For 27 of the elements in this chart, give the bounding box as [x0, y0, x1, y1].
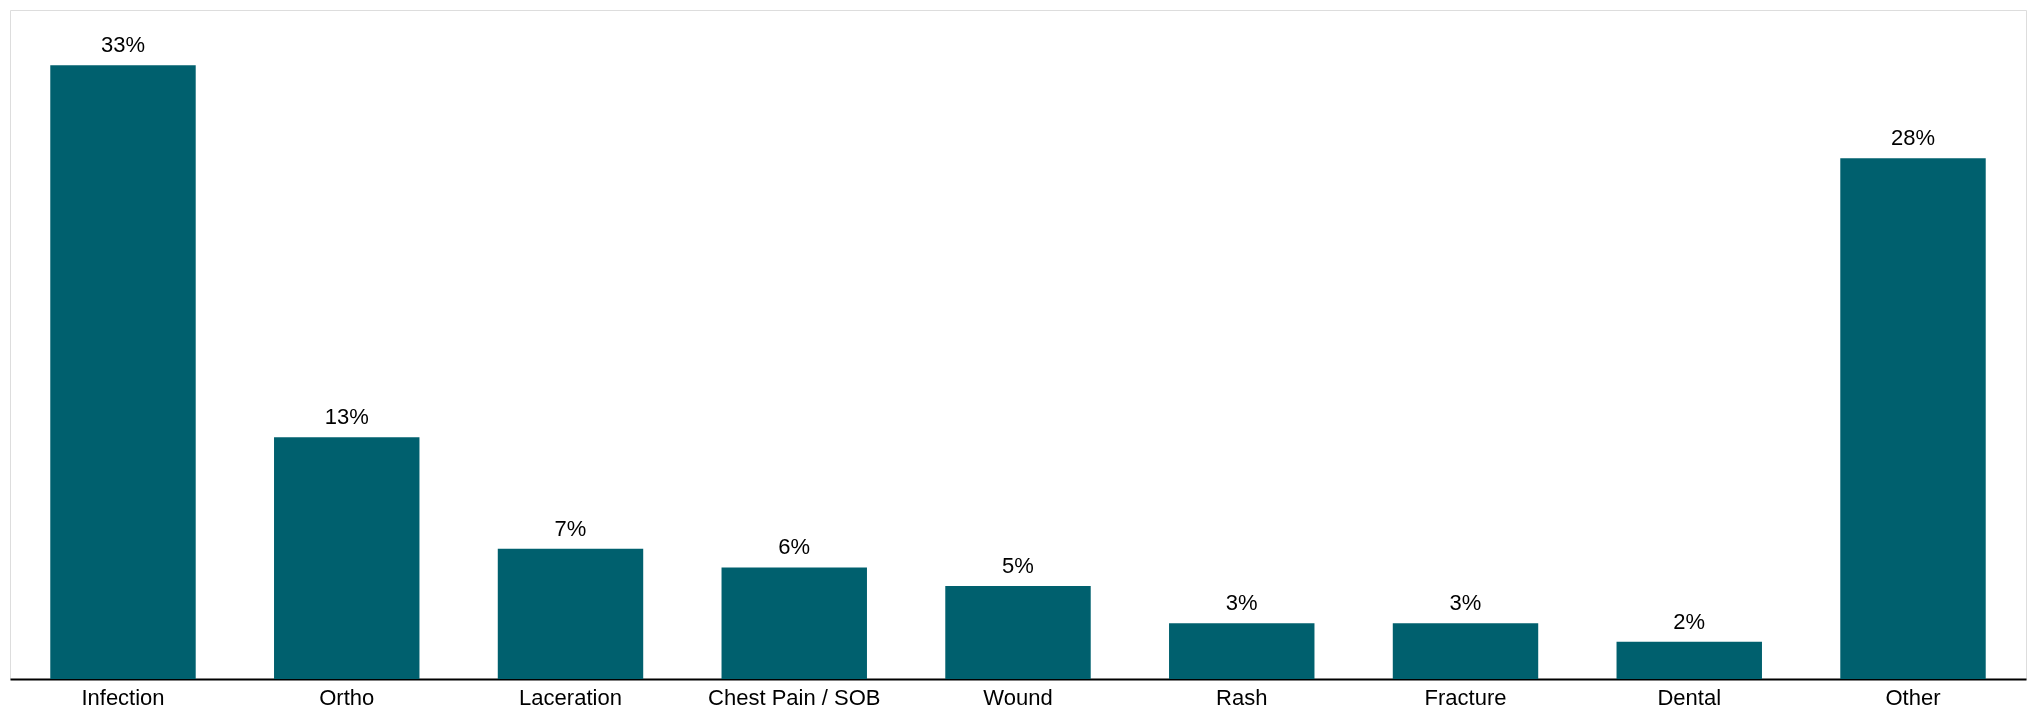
data-label: 2%	[1673, 608, 1706, 634]
data-label: 13%	[324, 404, 369, 430]
data-label: 5%	[1002, 553, 1034, 579]
x-tick-label: Laceration	[519, 684, 622, 710]
bar	[1169, 623, 1315, 679]
data-label: 28%	[1890, 125, 1936, 151]
bar	[50, 65, 196, 679]
x-tick-label: Ortho	[319, 684, 375, 710]
x-tick-label: Infection	[81, 684, 165, 710]
data-label: 33%	[100, 32, 146, 58]
data-label: 3%	[1449, 590, 1482, 616]
bar	[1616, 641, 1762, 679]
bar	[497, 548, 644, 679]
bar	[1392, 623, 1539, 679]
x-tick-label: Fracture	[1424, 684, 1507, 710]
x-tick-label: Dental	[1657, 684, 1722, 710]
x-tick-label: Rash	[1216, 684, 1268, 710]
bar	[1840, 158, 1986, 679]
data-label: 6%	[778, 534, 811, 560]
bar	[945, 586, 1091, 679]
bar	[721, 567, 867, 679]
x-tick-label: Wound	[983, 684, 1053, 710]
bar	[274, 437, 420, 679]
data-label: 3%	[1225, 590, 1258, 616]
data-label: 7%	[554, 515, 587, 541]
x-tick-label: Chest Pain / SOB	[708, 684, 881, 710]
x-tick-label: Other	[1885, 684, 1941, 710]
